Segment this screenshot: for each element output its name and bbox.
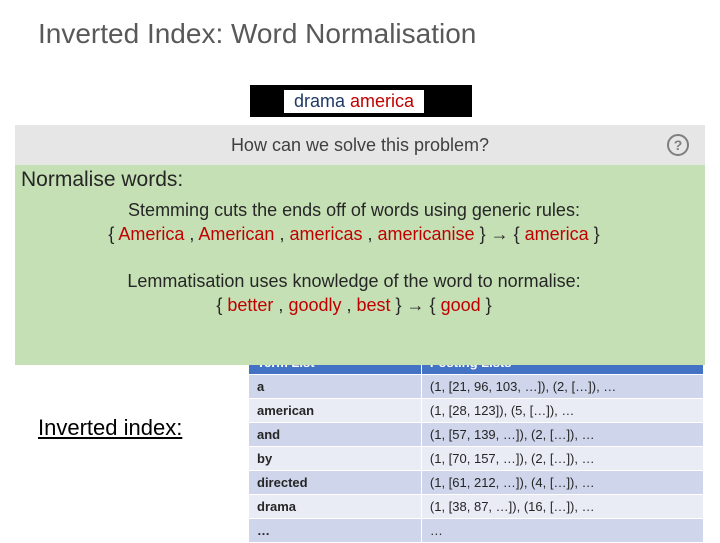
question-text: How can we solve this problem? (231, 135, 489, 156)
cell-post: (1, [61, 212, …]), (4, […]), … (421, 471, 703, 495)
lemma-example: { better , goodly , best } → { good } (21, 293, 687, 317)
question-bar: How can we solve this problem? ? (15, 125, 705, 165)
sep: , (341, 295, 356, 315)
cell-post: (1, [57, 139, …]), (2, […]), … (421, 423, 703, 447)
cell-term: drama (249, 495, 422, 519)
brace-close: } (589, 224, 600, 244)
cell-term: by (249, 447, 422, 471)
sep: , (363, 224, 378, 244)
inverted-index-table: Term List Posting Lists a(1, [21, 96, 10… (248, 350, 704, 543)
lemma-token-1: better (227, 295, 273, 315)
slide-title: Inverted Index: Word Normalisation (0, 0, 720, 50)
cell-post: (1, [38, 87, …]), (16, […]), … (421, 495, 703, 519)
explanation-panel: Normalise words: Stemming cuts the ends … (15, 160, 705, 365)
stem-token-1: America (118, 224, 184, 244)
search-query-inner: drama america (284, 90, 424, 113)
cell-post: (1, [21, 96, 103, …]), (2, […]), … (421, 375, 703, 399)
brace-open: { (216, 295, 227, 315)
cell-post: … (421, 519, 703, 543)
table-row: and(1, [57, 139, …]), (2, […]), … (249, 423, 704, 447)
sep: , (274, 224, 289, 244)
table-row: by(1, [70, 157, …]), (2, […]), … (249, 447, 704, 471)
cell-term: directed (249, 471, 422, 495)
table-row: drama(1, [38, 87, …]), (16, […]), … (249, 495, 704, 519)
lemma-desc: Lemmatisation uses knowledge of the word… (21, 269, 687, 293)
table-row: a(1, [21, 96, 103, …]), (2, […]), … (249, 375, 704, 399)
cell-post: (1, [28, 123]), (5, […]), … (421, 399, 703, 423)
stem-token-4: americanise (378, 224, 475, 244)
brace-close: } (481, 295, 492, 315)
lemma-token-2: goodly (288, 295, 341, 315)
brace-mid: } → { (391, 295, 441, 315)
help-icon: ? (667, 134, 689, 156)
lemma-output: good (441, 295, 481, 315)
sep: , (273, 295, 288, 315)
inverted-index-label: Inverted index: (38, 415, 182, 441)
table-row: directed(1, [61, 212, …]), (4, […]), … (249, 471, 704, 495)
stemming-example: { America , American , americas , americ… (21, 222, 687, 246)
stemming-block: Stemming cuts the ends off of words usin… (21, 198, 687, 247)
cell-post: (1, [70, 157, …]), (2, […]), … (421, 447, 703, 471)
stemming-desc: Stemming cuts the ends off of words usin… (21, 198, 687, 222)
stem-token-3: americas (289, 224, 362, 244)
normalise-heading: Normalise words: (21, 168, 687, 192)
search-query-box: drama america (250, 85, 472, 117)
stem-output: america (525, 224, 589, 244)
sep: , (184, 224, 198, 244)
table-row: …… (249, 519, 704, 543)
cell-term: and (249, 423, 422, 447)
table-body: a(1, [21, 96, 103, …]), (2, […]), … amer… (249, 375, 704, 543)
lemma-token-3: best (357, 295, 391, 315)
brace-open: { (108, 224, 118, 244)
table-row: american(1, [28, 123]), (5, […]), … (249, 399, 704, 423)
query-term-2: america (350, 91, 414, 112)
query-term-1: drama (294, 91, 345, 112)
cell-term: american (249, 399, 422, 423)
cell-term: a (249, 375, 422, 399)
cell-term: … (249, 519, 422, 543)
brace-mid: } → { (475, 224, 525, 244)
stem-token-2: American (198, 224, 274, 244)
lemma-block: Lemmatisation uses knowledge of the word… (21, 269, 687, 318)
